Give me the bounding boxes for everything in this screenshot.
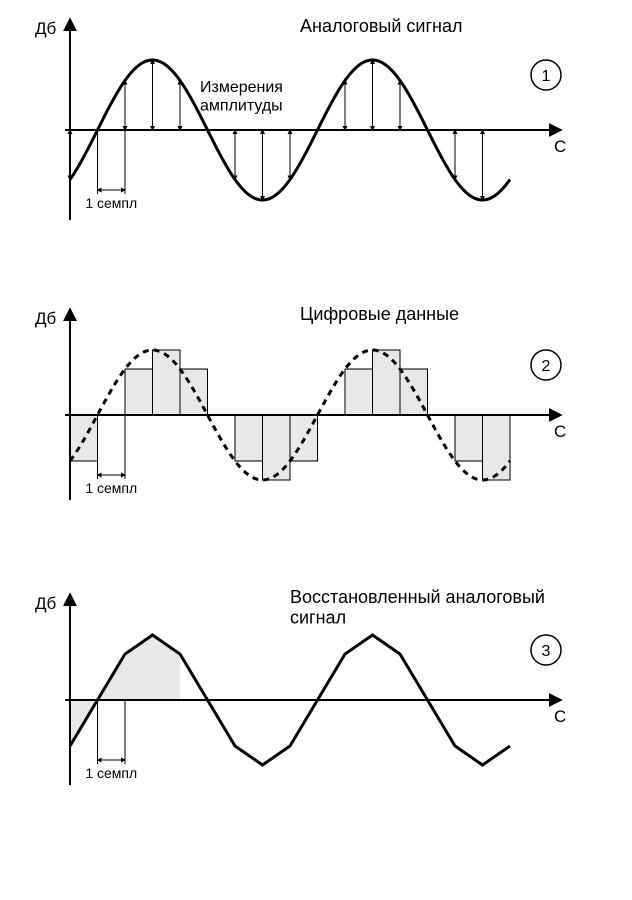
sample-bar [373,350,401,415]
panel-title: Аналоговый сигнал [300,16,462,36]
sample-label: 1 семпл [85,765,137,781]
sample-label: 1 семпл [85,480,137,496]
x-axis-label: С [554,422,566,441]
sample-bar [153,350,181,415]
panel-title: Восстановленный аналоговый [290,587,545,607]
panel-badge-number: 2 [542,358,551,375]
y-axis-label: Дб [35,309,57,328]
sample-bar [345,369,373,415]
panel-subtitle: амплитуды [200,97,283,114]
panel-title: сигнал [290,608,346,628]
sample-bar [483,415,511,480]
panel-2: Дб С Цифровые данные 1 семпл 2 [35,304,566,500]
panel-title: Цифровые данные [300,304,459,324]
panel-badge-number: 1 [542,68,551,85]
sample-bar [263,415,291,480]
panel-badge-number: 3 [542,643,551,660]
y-axis-label: Дб [35,594,57,613]
sample-bar [455,415,483,461]
panel-subtitle: Измерения [200,79,283,96]
x-axis-label: С [554,707,566,726]
diagram-root: Дб С Аналоговый сигнал Измеренияамплитуды 1 … [0,0,632,900]
sample-label: 1 семпл [85,195,137,211]
x-axis-label: С [554,137,566,156]
panel-3: Дб С Восстановленный аналоговыйсигнал 1 сем… [35,587,566,785]
panel-1: Дб С Аналоговый сигнал Измеренияамплитуды 1 … [35,16,566,220]
y-axis-label: Дб [35,19,57,38]
sample-bar [125,369,153,415]
sample-bar [235,415,263,461]
